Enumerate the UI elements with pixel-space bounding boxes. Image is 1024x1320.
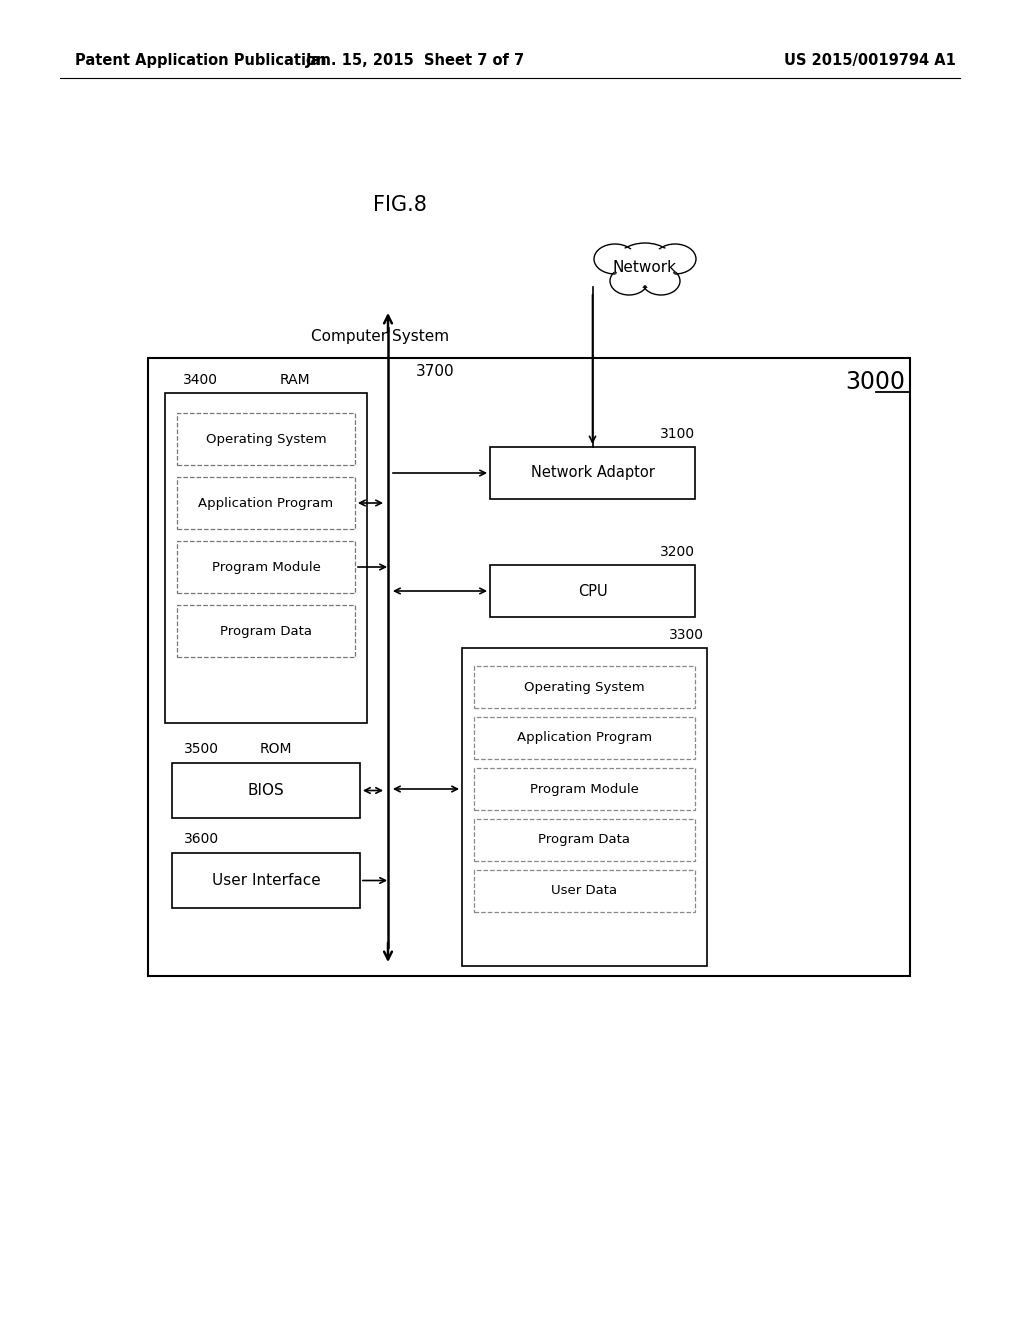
Ellipse shape (642, 267, 680, 294)
Text: Network: Network (613, 260, 677, 276)
Ellipse shape (612, 269, 645, 293)
Text: Program Data: Program Data (539, 833, 631, 846)
Text: 3700: 3700 (416, 364, 455, 380)
Text: 3000: 3000 (845, 370, 905, 393)
Text: Program Module: Program Module (530, 783, 639, 796)
Text: Patent Application Publication: Patent Application Publication (75, 53, 327, 67)
Bar (490, 447, 695, 499)
Text: 3500: 3500 (184, 742, 219, 756)
Text: 3600: 3600 (184, 832, 219, 846)
Ellipse shape (597, 247, 633, 272)
Text: Application Program: Application Program (517, 731, 652, 744)
Bar (474, 768, 695, 810)
Bar (462, 648, 707, 966)
Text: CPU: CPU (578, 583, 607, 598)
Text: User Data: User Data (552, 884, 617, 898)
Bar (474, 667, 695, 708)
Ellipse shape (654, 244, 696, 275)
Text: Program Data: Program Data (220, 624, 312, 638)
Bar (148, 358, 910, 975)
Bar (177, 541, 355, 593)
Bar (177, 605, 355, 657)
Ellipse shape (645, 269, 677, 293)
Text: Computer System: Computer System (311, 330, 450, 345)
Text: Application Program: Application Program (199, 496, 334, 510)
Text: Jan. 15, 2015  Sheet 7 of 7: Jan. 15, 2015 Sheet 7 of 7 (305, 53, 524, 67)
Text: Operating System: Operating System (524, 681, 645, 693)
Ellipse shape (614, 243, 676, 286)
Text: Operating System: Operating System (206, 433, 327, 446)
Text: ROM: ROM (260, 742, 293, 756)
Text: Network Adaptor: Network Adaptor (530, 466, 654, 480)
Text: Program Module: Program Module (212, 561, 321, 573)
Bar (177, 477, 355, 529)
Text: RAM: RAM (280, 374, 310, 387)
Ellipse shape (657, 247, 693, 272)
Bar (474, 717, 695, 759)
Ellipse shape (628, 261, 662, 284)
Bar (177, 413, 355, 465)
Text: BIOS: BIOS (248, 783, 285, 799)
Ellipse shape (625, 260, 665, 286)
Text: 3400: 3400 (183, 374, 218, 387)
Bar (165, 393, 367, 723)
Bar (172, 763, 360, 818)
Text: 3300: 3300 (669, 628, 705, 642)
Ellipse shape (618, 247, 672, 284)
Ellipse shape (594, 244, 636, 275)
Text: FIG.8: FIG.8 (373, 195, 427, 215)
Bar (474, 818, 695, 861)
Text: 3200: 3200 (660, 545, 695, 558)
Bar (490, 565, 695, 616)
Text: 3100: 3100 (659, 426, 695, 441)
Bar (172, 853, 360, 908)
Text: User Interface: User Interface (212, 873, 321, 888)
Text: US 2015/0019794 A1: US 2015/0019794 A1 (784, 53, 956, 67)
Bar (474, 870, 695, 912)
Ellipse shape (610, 267, 648, 294)
